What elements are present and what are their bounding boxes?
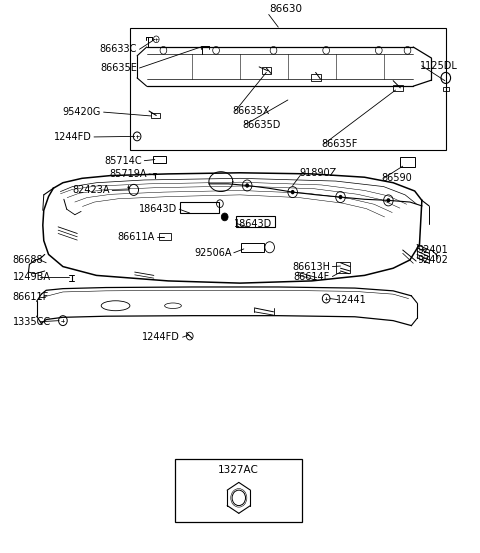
Text: 86635X: 86635X <box>233 106 270 116</box>
Text: 86590: 86590 <box>381 173 412 183</box>
Text: 91890Z: 91890Z <box>300 168 337 178</box>
Circle shape <box>291 190 295 194</box>
Text: 1249BA: 1249BA <box>12 272 51 281</box>
Text: 92401: 92401 <box>417 245 448 255</box>
Text: 86613H: 86613H <box>292 262 330 272</box>
Circle shape <box>245 183 249 187</box>
Text: 1327AC: 1327AC <box>218 465 259 475</box>
Text: 85714C: 85714C <box>104 155 142 166</box>
Bar <box>153 156 166 164</box>
Text: 12441: 12441 <box>336 295 366 305</box>
Text: 92506A: 92506A <box>194 248 231 258</box>
Text: 86611A: 86611A <box>118 232 155 242</box>
Bar <box>180 202 219 213</box>
Circle shape <box>221 213 228 221</box>
Bar <box>311 74 322 81</box>
Bar <box>175 458 302 522</box>
Bar <box>241 243 264 252</box>
Bar <box>400 158 415 167</box>
Bar <box>443 87 449 91</box>
Text: 86635E: 86635E <box>100 63 137 73</box>
Bar <box>393 85 403 91</box>
Circle shape <box>338 195 342 199</box>
Text: 86630: 86630 <box>269 4 302 14</box>
Circle shape <box>386 198 390 202</box>
Text: 86614F: 86614F <box>294 272 330 281</box>
Text: 1244FD: 1244FD <box>54 132 92 142</box>
Text: 18643D: 18643D <box>139 204 177 214</box>
Bar <box>152 113 160 118</box>
Text: 86633C: 86633C <box>100 44 137 54</box>
Text: 92402: 92402 <box>417 255 448 265</box>
Text: 18643D: 18643D <box>234 218 273 228</box>
Text: 1125DL: 1125DL <box>420 61 457 71</box>
Bar <box>236 216 276 227</box>
Text: 86688: 86688 <box>12 255 43 265</box>
Bar <box>158 233 170 240</box>
Bar <box>336 262 350 273</box>
Text: 86635F: 86635F <box>322 139 358 149</box>
Text: 95420G: 95420G <box>63 107 101 117</box>
Text: 1244FD: 1244FD <box>142 332 180 342</box>
Text: 85719A: 85719A <box>109 169 147 179</box>
Bar <box>130 28 446 150</box>
Text: 82423A: 82423A <box>72 185 110 195</box>
Text: 1335CC: 1335CC <box>12 317 51 327</box>
Text: 86611F: 86611F <box>12 293 49 302</box>
Bar <box>262 67 271 74</box>
Text: 86635D: 86635D <box>242 120 281 130</box>
